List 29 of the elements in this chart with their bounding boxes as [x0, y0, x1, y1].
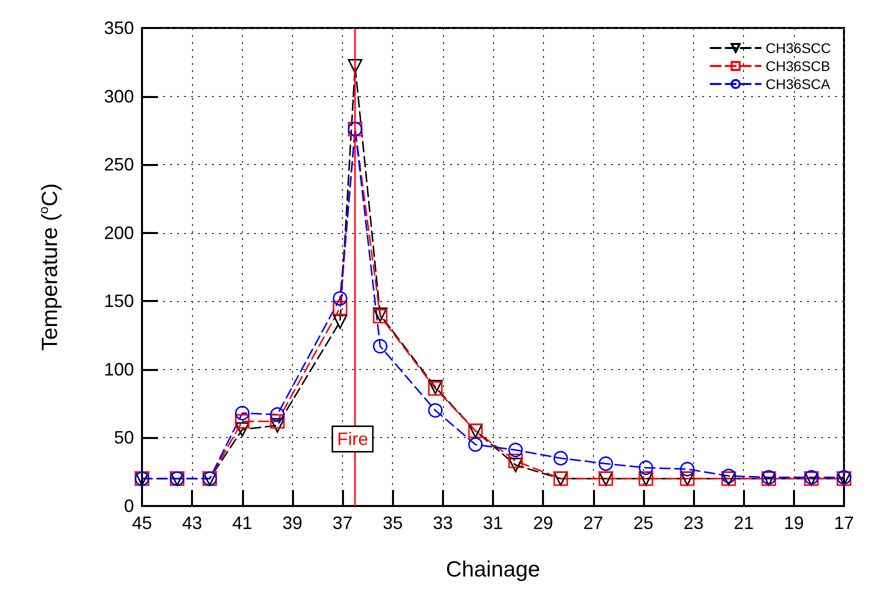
x-tick-label: 19 [784, 513, 804, 533]
y-tick-label: 0 [124, 496, 134, 516]
y-axis-title: Temperature (oC) [36, 183, 62, 351]
y-tick-label: 100 [104, 359, 134, 380]
x-tick-label: 21 [734, 513, 754, 533]
y-tick-label: 200 [104, 222, 134, 243]
x-tick-label: 35 [382, 513, 403, 533]
y-tick-label: 350 [104, 18, 134, 38]
x-tick-label: 43 [182, 513, 202, 533]
x-axis-title: Chainage [446, 556, 540, 582]
y-tick-label: 50 [114, 428, 134, 448]
x-tick-label: 45 [132, 513, 152, 533]
y-tick-label: 150 [104, 291, 134, 312]
x-tick-label: 41 [232, 513, 252, 533]
y-tick-label: 250 [104, 154, 134, 175]
x-tick-label: 33 [432, 513, 453, 533]
legend-label: CH36SCB [766, 58, 830, 74]
legend-label: CH36SCA [766, 76, 831, 92]
x-tick-label: 23 [684, 513, 704, 533]
x-tick-label: 31 [482, 513, 504, 533]
x-tick-label: 29 [533, 513, 554, 533]
x-tick-label: 37 [332, 513, 353, 533]
x-tick-label: 25 [633, 513, 654, 533]
y-tick-label: 300 [104, 86, 134, 106]
x-tick-label: 39 [282, 513, 302, 533]
x-tick-label: 17 [834, 513, 854, 533]
x-tick-label: 27 [583, 513, 604, 533]
ref-line-label: Fire [337, 429, 368, 449]
legend-label: CH36SCC [766, 40, 832, 56]
